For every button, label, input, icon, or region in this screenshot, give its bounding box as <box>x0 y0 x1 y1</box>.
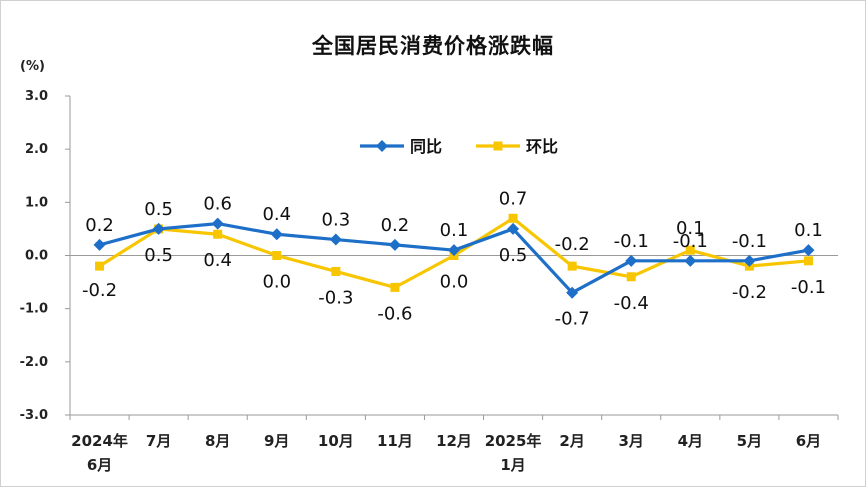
legend: 同比 环比 <box>360 137 558 156</box>
x-tick-label: 7月 <box>146 432 171 450</box>
data-labels: 0.2 0.5 0.6 0.4 0.3 0.2 0.1 0.5 -0.7 -0.1 -0.1 -0.1… <box>82 188 826 329</box>
data-label-yoy: 0.2 <box>85 215 114 236</box>
x-tick-label: 12月 <box>436 432 472 450</box>
data-label-yoy: 0.5 <box>144 199 173 220</box>
data-label-mom: -0.6 <box>377 303 412 324</box>
x-tick-label: 2024年 <box>71 432 128 450</box>
y-tick-label: -1.0 <box>20 302 48 317</box>
data-label-yoy: 0.5 <box>499 245 528 266</box>
data-point-mom <box>626 272 636 282</box>
y-tick-label: -2.0 <box>20 355 48 370</box>
chart-title: 全国居民消费价格涨跌幅 <box>312 34 554 58</box>
x-tick-label: 10月 <box>318 432 354 450</box>
x-tick-label: 3月 <box>619 432 644 450</box>
data-point-mom <box>272 251 282 260</box>
y-tick-label: -3.0 <box>20 408 48 423</box>
y-tick-label: 0.0 <box>25 249 48 264</box>
data-label-mom: -0.2 <box>82 280 117 301</box>
data-label-mom: 0.1 <box>676 218 705 239</box>
data-point-yoy <box>566 286 579 299</box>
data-point-yoy <box>448 244 460 257</box>
x-tick-label: 5月 <box>737 432 762 450</box>
data-point-mom <box>331 266 341 276</box>
data-label-yoy: 0.2 <box>381 215 410 236</box>
data-label-mom: -0.2 <box>732 282 767 303</box>
data-point-yoy <box>507 222 520 235</box>
data-label-mom: -0.2 <box>555 234 590 255</box>
data-point-mom <box>95 261 105 271</box>
y-tick-label: 2.0 <box>25 142 48 157</box>
data-point-yoy <box>329 233 342 246</box>
data-label-mom: 0.7 <box>499 188 528 209</box>
axes: (%) 3.0 2.0 1.0 0.0 -1.0 -2.0 -3.0 2024年 6月 7月 8月 9月… <box>20 59 839 474</box>
data-label-yoy: 0.6 <box>203 194 232 215</box>
data-point-mom <box>508 213 518 223</box>
x-tick-label: 9月 <box>264 432 289 450</box>
data-label-yoy: 0.1 <box>794 220 823 241</box>
data-point-yoy <box>152 222 165 235</box>
data-point-mom <box>390 282 400 292</box>
data-point-mom <box>685 245 695 255</box>
data-point-yoy <box>270 228 283 241</box>
legend-swatch-marker <box>376 140 388 152</box>
data-label-mom: -0.1 <box>791 277 826 298</box>
data-point-yoy <box>802 244 815 257</box>
x-tick-label: 6月 <box>796 432 821 450</box>
data-label-mom: 0.4 <box>203 250 232 271</box>
data-label-yoy: -0.1 <box>673 231 708 252</box>
series-layer <box>93 213 815 299</box>
x-tick-label: 1月 <box>500 456 525 474</box>
data-label-yoy: -0.7 <box>555 309 590 330</box>
y-axis-unit-label: (%) <box>20 59 45 74</box>
data-label-mom: 0.5 <box>144 245 173 266</box>
x-tick-label: 4月 <box>678 432 703 450</box>
y-tick-label: 1.0 <box>25 195 48 210</box>
data-label-mom: -0.4 <box>614 293 649 314</box>
data-point-yoy <box>93 238 106 251</box>
x-tick-label: 2025年 <box>485 432 542 450</box>
data-label-yoy: -0.1 <box>614 231 649 252</box>
data-label-yoy: 0.1 <box>440 220 469 241</box>
data-point-yoy <box>684 254 697 267</box>
data-label-yoy: -0.1 <box>732 231 767 252</box>
data-label-mom: -0.3 <box>318 287 353 308</box>
data-point-mom <box>213 229 223 239</box>
data-label-yoy: 0.4 <box>262 204 291 225</box>
data-label-mom: 0.0 <box>440 272 469 293</box>
legend-swatch-marker <box>493 141 503 151</box>
data-point-yoy <box>211 217 224 230</box>
data-point-yoy <box>625 254 638 267</box>
x-tick-label: 6月 <box>87 456 112 474</box>
data-point-mom <box>567 261 577 271</box>
x-tick-label: 8月 <box>205 432 230 450</box>
legend-label: 同比 <box>410 137 442 156</box>
y-tick-label: 3.0 <box>25 89 48 104</box>
data-point-yoy <box>743 254 756 267</box>
data-label-mom: 0.0 <box>262 272 291 293</box>
x-tick-label: 11月 <box>377 432 413 450</box>
x-tick-label: 2月 <box>559 432 584 450</box>
data-point-mom <box>803 256 813 266</box>
legend-label: 环比 <box>526 137 558 156</box>
data-point-yoy <box>388 238 401 251</box>
data-label-yoy: 0.3 <box>322 210 351 231</box>
